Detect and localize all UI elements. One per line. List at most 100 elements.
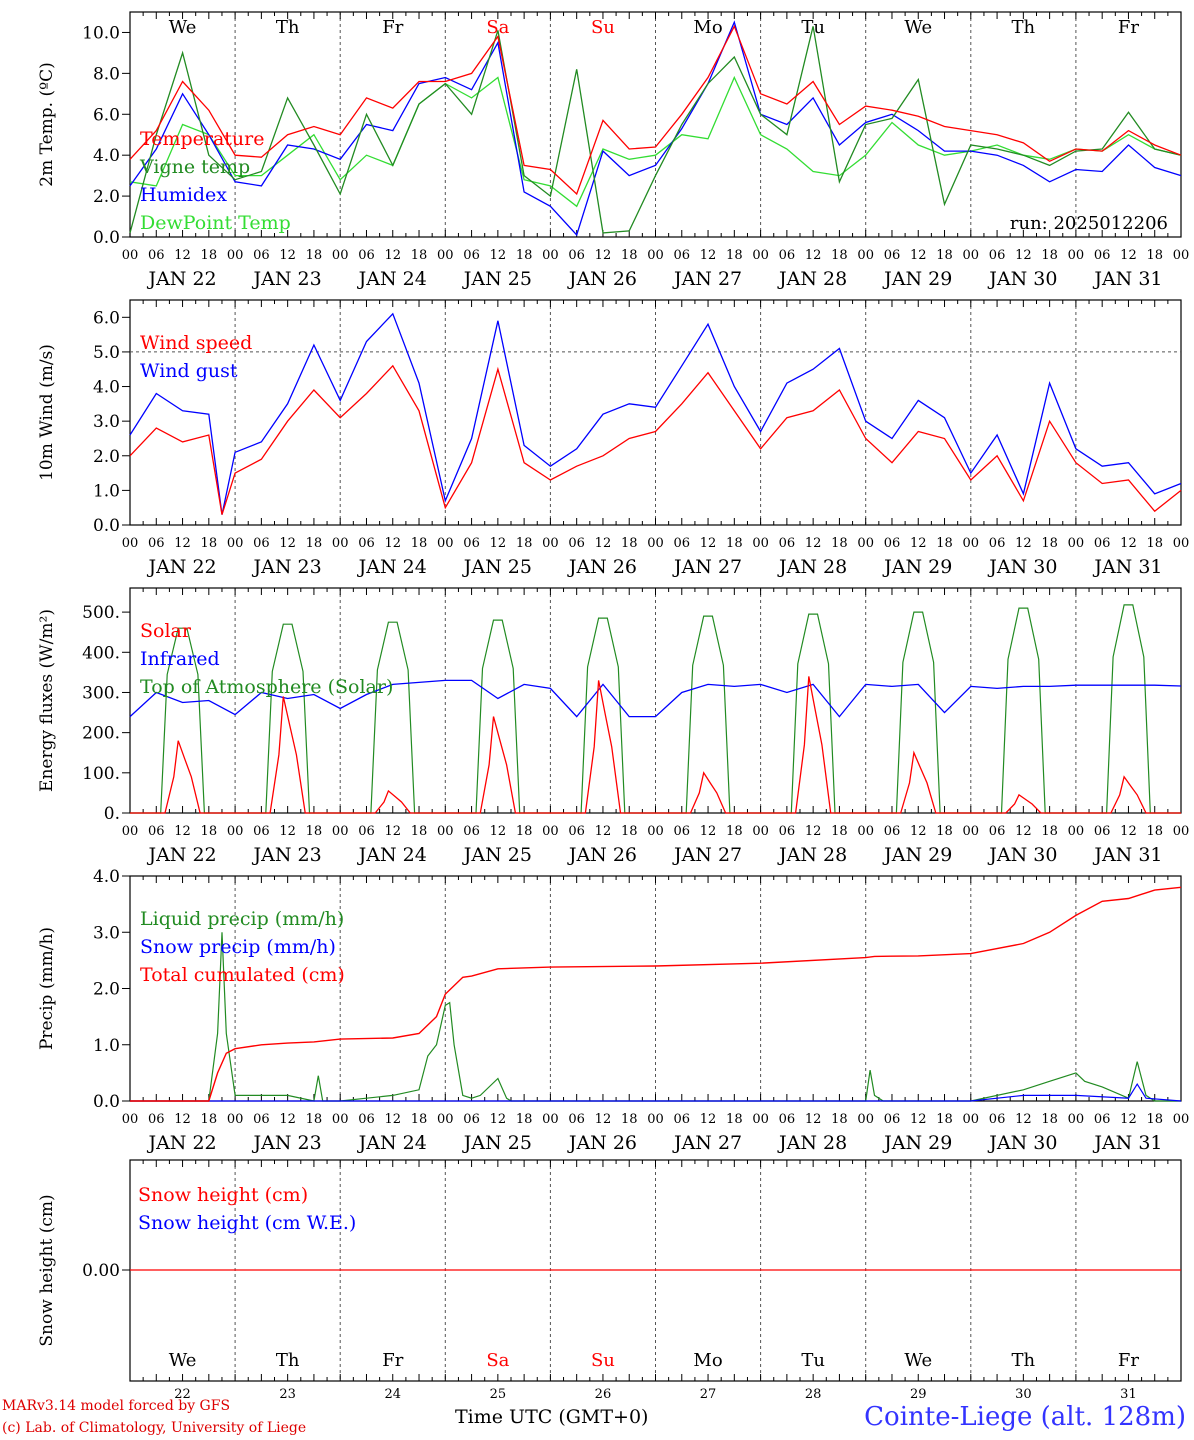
hour-label: 06: [253, 1112, 270, 1127]
lab-credit: (c) Lab. of Climatology, University of L…: [2, 1420, 307, 1436]
hour-label: 12: [384, 1112, 401, 1127]
date-label: JAN 25: [462, 268, 532, 290]
panel-5: 0.00 Snow height (cm) Snow height (cm) Snow…: [37, 1159, 1182, 1402]
date-label: JAN 22: [146, 268, 216, 290]
hour-label: 12: [700, 1112, 717, 1127]
hour-label: 00: [647, 824, 664, 839]
date-label: JAN 24: [357, 556, 427, 578]
series-line: [129, 312, 1182, 515]
legend-wind-speed: Wind speed: [140, 332, 252, 354]
date-label: JAN 27: [672, 556, 742, 578]
day-number: 31: [1120, 1387, 1137, 1402]
hour-label: 12: [700, 248, 717, 263]
hour-label: 00: [437, 536, 454, 551]
hour-label: 06: [989, 248, 1006, 263]
hour-label: 18: [1146, 824, 1163, 839]
hour-label: 12: [384, 248, 401, 263]
y-tick-label: 3.0: [93, 412, 120, 432]
hour-label: 00: [332, 248, 349, 263]
legend-snow-precip-mm-h: Snow precip (mm/h): [140, 936, 336, 958]
hour-label: 00: [1173, 824, 1190, 839]
y-tick-label: 2.0: [93, 447, 120, 467]
hour-label: 06: [568, 1112, 585, 1127]
y-axis-label: Snow height (cm): [37, 1194, 57, 1346]
hour-label: 12: [279, 248, 296, 263]
hour-label: 00: [963, 824, 980, 839]
hour-label: 18: [726, 536, 743, 551]
hour-label: 00: [1068, 248, 1085, 263]
hour-label: 12: [1120, 1112, 1137, 1127]
hour-label: 06: [253, 248, 270, 263]
hour-label: 00: [437, 248, 454, 263]
hour-label: 06: [463, 248, 480, 263]
date-label: JAN 26: [567, 844, 637, 866]
hour-label: 00: [1068, 536, 1085, 551]
date-label: JAN 30: [987, 844, 1057, 866]
date-label: JAN 28: [777, 844, 847, 866]
hour-label: 18: [831, 824, 848, 839]
hour-label: 00: [647, 248, 664, 263]
y-tick-label: 6.0: [93, 308, 120, 328]
panel-1: 0.0 2.0 4.0 6.0 8.0 10.0 2m Temp. (ºC) 00 06 12 18…: [37, 11, 1190, 290]
hour-label: 00: [122, 536, 139, 551]
y-tick-label: 500.: [82, 603, 120, 623]
y-tick-label: 1.0: [93, 1036, 120, 1056]
hour-label: 00: [1173, 248, 1190, 263]
hour-label: 12: [1120, 824, 1137, 839]
hour-label: 12: [384, 824, 401, 839]
date-label: JAN 27: [672, 268, 742, 290]
series-line: [129, 26, 1182, 234]
day-name: We: [169, 1350, 197, 1371]
y-tick-label: 2.0: [93, 187, 120, 207]
hour-label: 00: [1068, 824, 1085, 839]
hour-label: 12: [910, 536, 927, 551]
hour-label: 06: [463, 824, 480, 839]
hour-label: 00: [227, 1112, 244, 1127]
hour-label: 00: [963, 248, 980, 263]
date-label: JAN 23: [252, 268, 322, 290]
hour-label: 18: [831, 248, 848, 263]
hour-label: 18: [831, 536, 848, 551]
date-label: JAN 30: [987, 556, 1057, 578]
date-label: JAN 29: [882, 268, 952, 290]
hour-label: 12: [279, 824, 296, 839]
hour-label: 12: [490, 824, 507, 839]
date-label: JAN 25: [462, 556, 532, 578]
time-axis-label: Time UTC (GMT+0): [455, 1406, 649, 1428]
hour-label: 12: [174, 824, 191, 839]
hour-label: 18: [201, 536, 218, 551]
y-tick-label: 3.0: [93, 923, 120, 943]
day-name: Th: [276, 17, 300, 38]
hour-label: 18: [516, 824, 533, 839]
hour-label: 18: [1146, 1112, 1163, 1127]
total-cumulated-line: [130, 886, 1182, 1102]
date-label: JAN 26: [567, 556, 637, 578]
day-name: Fr: [382, 17, 403, 38]
hour-label: 00: [647, 1112, 664, 1127]
hour-label: 06: [1094, 536, 1111, 551]
hour-label: 00: [1173, 1112, 1190, 1127]
hour-label: 18: [411, 248, 428, 263]
hour-label: 00: [1068, 1112, 1085, 1127]
hour-label: 06: [358, 824, 375, 839]
date-label: JAN 28: [777, 1132, 847, 1154]
series-line: [129, 364, 1182, 515]
hour-label: 00: [227, 824, 244, 839]
hour-label: 12: [1120, 536, 1137, 551]
hour-label: 12: [1015, 536, 1032, 551]
date-label: JAN 30: [987, 268, 1057, 290]
y-tick-label: 400.: [82, 643, 120, 663]
legend-humidex: Humidex: [140, 184, 227, 206]
hour-label: 18: [306, 248, 323, 263]
hour-label: 12: [490, 1112, 507, 1127]
panel-3: 0. 100. 200. 300. 400. 500. Energy fluxes (W/m…: [37, 587, 1190, 866]
hour-label: 18: [1041, 824, 1058, 839]
y-tick-label: 4.0: [93, 867, 120, 887]
day-number: 27: [700, 1387, 717, 1402]
date-label: JAN 22: [146, 844, 216, 866]
hour-label: 12: [1015, 1112, 1032, 1127]
legend-snow-height-cm-w-e: Snow height (cm W.E.): [138, 1212, 356, 1234]
station-label: Cointe-Liege (alt. 128m): [864, 1402, 1186, 1432]
date-label: JAN 22: [146, 1132, 216, 1154]
series-line: [129, 20, 1182, 237]
